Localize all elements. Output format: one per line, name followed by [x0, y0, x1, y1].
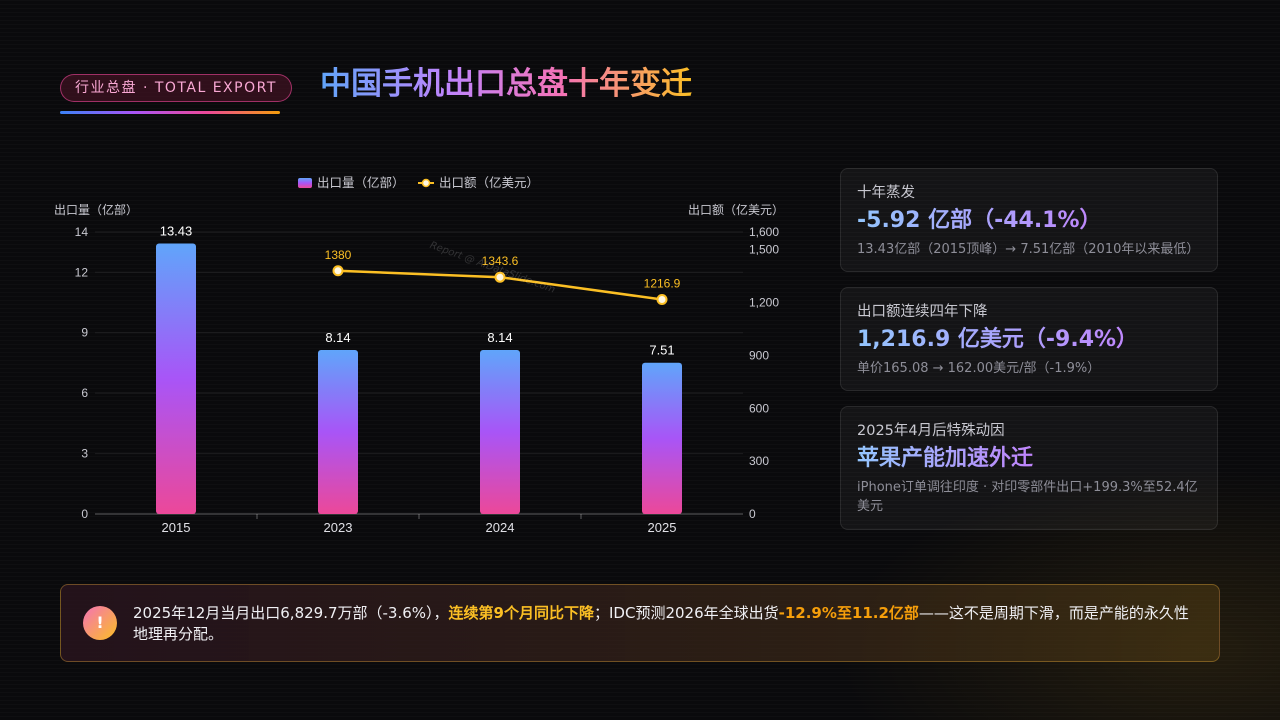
x-axis-tick: 2015 — [162, 520, 191, 535]
title-underline — [60, 111, 280, 114]
right-axis-tick: 600 — [749, 401, 769, 415]
line-point — [656, 294, 668, 306]
card-value: 1,216.9 亿美元（-9.4%） — [857, 325, 1138, 355]
line-point — [332, 265, 344, 277]
bar-data-label: 8.14 — [487, 330, 512, 345]
bar — [480, 350, 520, 514]
legend-swatch-dot — [421, 178, 431, 188]
right-axis-tick: 300 — [749, 454, 769, 468]
left-axis-tick: 6 — [81, 386, 88, 400]
line-data-label: 1343.6 — [482, 254, 519, 268]
line-data-label: 1216.9 — [644, 277, 681, 291]
x-axis-tick: 2025 — [648, 520, 677, 535]
right-axis-tick: 1,200 — [749, 296, 779, 310]
x-axis-tick: 2023 — [324, 520, 353, 535]
card-subtext: 单价165.08 → 162.00美元/部（-1.9%） — [857, 361, 1101, 376]
page-title: 中国手机出口总盘十年变迁 — [320, 62, 692, 106]
line-point — [494, 271, 506, 283]
x-axis-tick: 2024 — [486, 520, 515, 535]
right-axis-tick: 0 — [749, 507, 756, 521]
card-value: 苹果产能加速外迁 — [857, 444, 1033, 474]
footer-callout: ! 2025年12月当月出口6,829.7万部（-3.6%），连续第9个月同比下… — [60, 584, 1220, 662]
left-axis-tick: 9 — [81, 326, 88, 340]
line-data-label: 1380 — [325, 248, 352, 262]
bar — [156, 243, 196, 514]
legend-label: 出口量（亿部） — [317, 175, 405, 190]
right-axis-tick: 1,600 — [749, 225, 779, 239]
left-axis-tick: 0 — [81, 507, 88, 521]
alert-icon: ! — [83, 606, 117, 640]
footer-text-part: 2025年12月当月出口6,829.7万部（-3.6%）， — [133, 604, 449, 622]
card-subtext: iPhone订单调往印度 · 对印零部件出口+199.3%至52.4亿美元 — [857, 480, 1198, 514]
card-label: 2025年4月后特殊动因 — [857, 423, 1005, 439]
footer-text-part: ；IDC预测2026年全球出货 — [594, 604, 779, 622]
legend-swatch-bar — [298, 178, 312, 188]
export-chart: 0 3 6 9 12 14 0 300 600 900 1,200 1,500 1,600 出口量（亿部）… — [54, 175, 784, 535]
bar-data-label: 13.43 — [160, 223, 193, 238]
left-axis-title: 出口量（亿部） — [54, 202, 138, 217]
card-label: 出口额连续四年下降 — [857, 304, 988, 320]
section-tag: 行业总盘 · TOTAL EXPORT — [60, 74, 292, 102]
left-axis-tick: 3 — [81, 447, 88, 461]
legend-label: 出口额（亿美元） — [439, 175, 539, 190]
header: 行业总盘 · TOTAL EXPORT 中国手机出口总盘十年变迁 — [60, 62, 760, 122]
left-axis-tick: 14 — [75, 225, 89, 239]
card-label: 十年蒸发 — [857, 185, 915, 201]
footer-highlight: 连续第9个月同比下降 — [448, 604, 594, 622]
card-apple-shift: 2025年4月后特殊动因 苹果产能加速外迁 iPhone订单调往印度 · 对印零… — [840, 406, 1218, 530]
right-axis-title: 出口额（亿美元） — [688, 202, 784, 217]
right-axis-tick: 1,500 — [749, 243, 779, 257]
bar — [318, 350, 358, 514]
card-export-value: 出口额连续四年下降 1,216.9 亿美元（-9.4%） 单价165.08 → … — [840, 287, 1218, 391]
card-value: -5.92 亿部（-44.1%） — [857, 206, 1102, 236]
footer-highlight: -12.9%至11.2亿部 — [778, 604, 919, 622]
card-subtext: 13.43亿部（2015顶峰）→ 7.51亿部（2010年以来最低） — [857, 242, 1200, 257]
bar-data-label: 8.14 — [325, 330, 350, 345]
bar-data-label: 7.51 — [649, 343, 674, 358]
bar — [642, 362, 682, 514]
footer-text-part: ——这不是周期下滑，而是产能的永久性地理再分配。 — [133, 604, 1189, 643]
card-decline: 十年蒸发 -5.92 亿部（-44.1%） 13.43亿部（2015顶峰）→ 7… — [840, 168, 1218, 272]
footer-text: 2025年12月当月出口6,829.7万部（-3.6%），连续第9个月同比下降；… — [133, 603, 1203, 645]
left-axis-tick: 12 — [75, 265, 89, 279]
right-axis-tick: 900 — [749, 348, 769, 362]
